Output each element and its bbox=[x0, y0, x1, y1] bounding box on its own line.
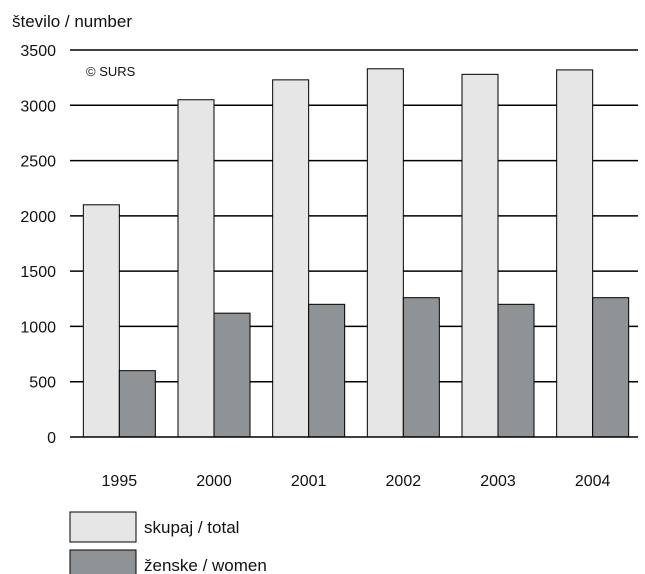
bar-women bbox=[213, 312, 251, 438]
bars bbox=[82, 68, 630, 438]
x-tick-label: 2001 bbox=[291, 473, 327, 490]
bar-women bbox=[402, 297, 440, 438]
y-tick-label: 1500 bbox=[20, 264, 56, 281]
y-tick-label: 500 bbox=[29, 375, 56, 392]
y-tick-label: 2500 bbox=[20, 154, 56, 171]
copyright-label: © SURS bbox=[86, 64, 136, 79]
y-axis-label: število / number bbox=[12, 12, 132, 31]
x-tick-label: 2004 bbox=[575, 473, 611, 490]
gridlines bbox=[70, 49, 638, 383]
y-tick-labels: 0 500 1000 1500 2000 2500 3000 3500 bbox=[20, 43, 56, 447]
x-tick-label: 2002 bbox=[386, 473, 422, 490]
bar-total bbox=[272, 79, 310, 438]
x-tick-label: 1995 bbox=[102, 473, 138, 490]
bar-total bbox=[177, 99, 215, 438]
legend: skupaj / total ženske / women bbox=[69, 511, 267, 574]
y-tick-label: 0 bbox=[47, 430, 56, 447]
y-tick-label: 3000 bbox=[20, 98, 56, 115]
x-tick-labels: 1995 2000 2001 2002 2003 2004 bbox=[102, 473, 611, 490]
legend-swatch bbox=[69, 511, 137, 543]
bar-women bbox=[118, 370, 156, 438]
bar-women bbox=[497, 303, 535, 438]
bar-total bbox=[366, 68, 404, 438]
bar-women bbox=[308, 303, 346, 438]
x-tick-label: 2003 bbox=[480, 473, 516, 490]
y-tick-label: 2000 bbox=[20, 209, 56, 226]
y-tick-label: 1000 bbox=[20, 319, 56, 336]
x-tick-label: 2000 bbox=[196, 473, 232, 490]
legend-swatch bbox=[69, 549, 137, 574]
bar-total bbox=[556, 69, 594, 438]
legend-label: ženske / women bbox=[144, 556, 267, 574]
bar-total bbox=[82, 204, 120, 438]
legend-label: skupaj / total bbox=[144, 518, 239, 537]
y-tick-label: 3500 bbox=[20, 43, 56, 60]
bar-women bbox=[592, 297, 630, 438]
bar-total bbox=[461, 73, 499, 438]
